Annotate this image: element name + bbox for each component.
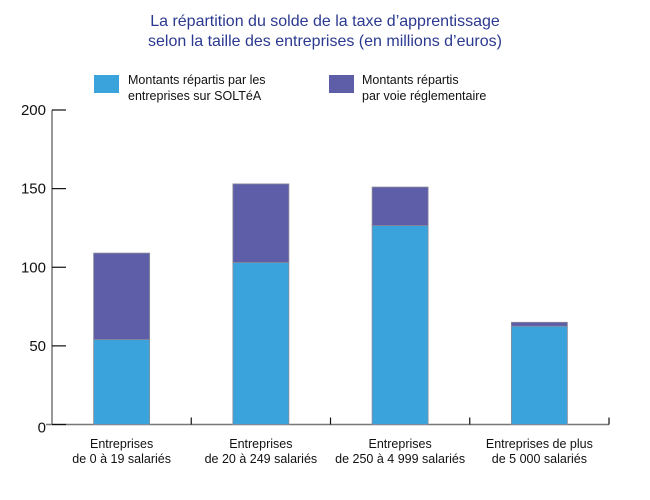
bar-soltea — [510, 325, 568, 425]
bar-reglementaire — [232, 183, 290, 263]
x-tick-label: Entreprises — [369, 437, 432, 451]
x-tick-label: de 250 à 4 999 salariés — [335, 452, 465, 466]
x-tick-label: Entreprises de plus — [486, 437, 593, 451]
bar-reglementaire — [510, 321, 568, 327]
y-tick-label: 0 — [38, 420, 46, 437]
y-tick-label: 150 — [21, 181, 46, 198]
y-tick-label: 200 — [21, 102, 46, 119]
bar-reglementaire — [371, 186, 429, 226]
legend-line: Montants répartis — [362, 73, 459, 87]
legend-line: par voie réglementaire — [362, 89, 487, 103]
y-tick-label: 50 — [29, 338, 46, 355]
legend-swatch-reglementaire — [329, 75, 354, 93]
legend-label-reglementaire: Montants répartis par voie réglementaire — [362, 72, 486, 104]
x-tick-label: Entreprises — [90, 437, 153, 451]
x-tick-label: Entreprises — [229, 437, 292, 451]
x-tick-label: de 0 à 19 salariés — [72, 452, 171, 466]
bar-reglementaire — [93, 252, 151, 340]
chart-title-line-2: selon la taille des entreprises (en mill… — [148, 33, 502, 50]
legend-label-soltea: Montants répartis par les entreprises su… — [128, 72, 266, 104]
bar-soltea — [371, 225, 429, 425]
x-tick-label: de 20 à 249 salariés — [205, 452, 318, 466]
y-tick-label: 100 — [21, 259, 46, 276]
legend-line: Montants répartis par les — [128, 73, 266, 87]
legend-swatch-soltea — [94, 75, 119, 93]
bar-soltea — [232, 262, 290, 425]
chart-title-line-1: La répartition du solde de la taxe d’app… — [150, 13, 500, 30]
x-tick-label: de 5 000 salariés — [492, 452, 587, 466]
bar-soltea — [93, 339, 151, 425]
legend-line: entreprises sur SOLTéA — [128, 89, 262, 103]
